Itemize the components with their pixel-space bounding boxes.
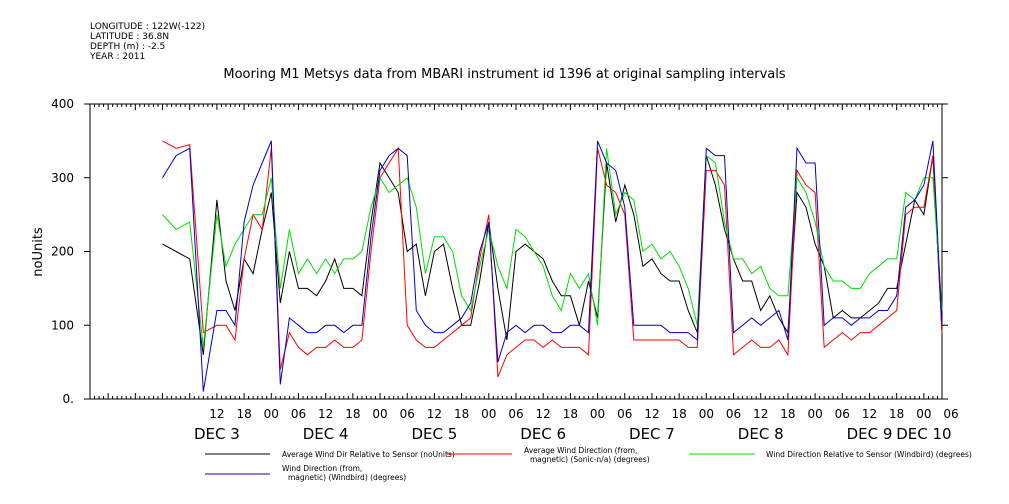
x-tick-label: 00: [699, 407, 714, 421]
x-day-label: DEC 5: [412, 425, 458, 443]
y-axis: 0. 100 200 300 400: [51, 97, 948, 406]
x-axis: 12 18 00 06 12 18 00 06 12 18 00 06 12 18 00 06 12 18 00 06…: [89, 104, 959, 443]
x-tick-label: 12: [644, 407, 659, 421]
y-tick-label: 200: [51, 245, 74, 259]
x-tick-label: 06: [400, 407, 415, 421]
x-tick-label: 00: [372, 407, 387, 421]
y-tick-label: 400: [51, 97, 74, 111]
series-line-1: [162, 155, 943, 355]
depth-label: DEPTH (m) : -2.5: [90, 42, 166, 52]
x-tick-label: 06: [943, 407, 958, 421]
x-tick-label: 06: [508, 407, 523, 421]
legend: Average Wind Dir Relative to Sensor (noU…: [205, 446, 972, 482]
x-tick-label: 00: [807, 407, 822, 421]
year-label: YEAR : 2011: [90, 52, 146, 62]
x-day-label: DEC 9: [847, 425, 893, 443]
x-day-label: DEC 4: [303, 425, 349, 443]
x-tick-label: 06: [291, 407, 306, 421]
y-tick-label: 0.: [63, 392, 74, 406]
x-tick-label: 00: [590, 407, 605, 421]
x-tick-label: 18: [454, 407, 469, 421]
y-axis-label: noUnits: [31, 227, 46, 277]
x-tick-label: 18: [889, 407, 904, 421]
longitude-label: LONGITUDE : 122W(-122): [90, 22, 206, 32]
chart-title: Mooring M1 Metsys data from MBARI instru…: [223, 67, 786, 82]
metadata-block: LONGITUDE : 122W(-122) LATITUDE : 36.8N …: [90, 22, 205, 62]
x-tick-label: 06: [726, 407, 741, 421]
series-line-3: [162, 148, 943, 348]
series-lines: [162, 140, 943, 392]
x-tick-label: 18: [345, 407, 360, 421]
x-tick-label: 00: [916, 407, 931, 421]
x-tick-label: 06: [617, 407, 632, 421]
x-tick-label: 00: [481, 407, 496, 421]
x-day-label: DEC 10: [896, 425, 951, 443]
series-line-4: [162, 140, 943, 392]
x-tick-label: 00: [264, 407, 279, 421]
legend-label-2a: Average Wind Direction (from,: [524, 446, 637, 455]
x-tick-label: 12: [536, 407, 551, 421]
x-tick-label: 12: [862, 407, 877, 421]
series-line-2: [162, 140, 943, 378]
legend-label-1: Average Wind Dir Relative to Sensor (noU…: [282, 450, 455, 459]
y-tick-label: 100: [51, 318, 74, 332]
y-tick-label: 300: [51, 171, 74, 185]
x-tick-label: 12: [753, 407, 768, 421]
x-tick-label: 12: [209, 407, 224, 421]
x-day-label: DEC 3: [194, 425, 240, 443]
x-tick-label: 18: [563, 407, 578, 421]
x-day-label: DEC 6: [520, 425, 566, 443]
x-tick-label: 12: [318, 407, 333, 421]
legend-label-3: Wind Direction Relative to Sensor (Windb…: [766, 450, 972, 459]
x-tick-label: 18: [780, 407, 795, 421]
x-tick-label: 12: [427, 407, 442, 421]
latitude-label: LATITUDE : 36.8N: [90, 32, 170, 42]
x-tick-label: 06: [835, 407, 850, 421]
legend-label-4a: Wind Direction (from,: [282, 464, 362, 473]
x-day-label: DEC 8: [738, 425, 784, 443]
legend-label-2b: magnetic) (Sonic-n/a) (degrees): [530, 455, 650, 464]
x-tick-label: 18: [236, 407, 251, 421]
x-tick-label: 18: [672, 407, 687, 421]
x-day-label: DEC 7: [629, 425, 675, 443]
legend-label-4b: magnetic) (Windbird) (degrees): [288, 473, 406, 482]
